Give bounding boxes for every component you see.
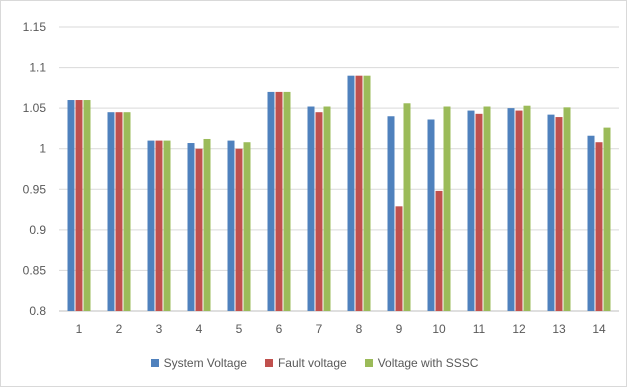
bar (75, 100, 83, 312)
legend-swatch-voltage-with-sssc (364, 359, 373, 367)
bar (275, 91, 283, 312)
legend-swatch-system-voltage (150, 359, 159, 367)
bar (443, 106, 451, 312)
bar (603, 127, 611, 311)
bar (83, 100, 91, 312)
bar (515, 110, 523, 311)
bar (387, 116, 395, 311)
y-tick-label: 0.85 (23, 263, 47, 277)
x-tick-label: 4 (196, 322, 203, 336)
x-tick-label: 12 (512, 322, 526, 336)
bar (347, 75, 355, 311)
x-tick-label: 6 (276, 322, 283, 336)
bar (523, 105, 531, 311)
bar (483, 106, 491, 312)
bar (323, 106, 331, 312)
bar (547, 114, 555, 312)
legend-item-fault-voltage: Fault voltage (264, 356, 347, 370)
bar (507, 108, 515, 312)
y-tick-label: 0.95 (23, 182, 47, 196)
bar (243, 142, 251, 311)
x-tick-label: 7 (316, 322, 323, 336)
legend-label-fault-voltage: Fault voltage (277, 356, 347, 370)
x-tick-label: 10 (432, 322, 446, 336)
y-tick-label: 0.8 (29, 304, 46, 318)
bar (363, 75, 371, 311)
bar (395, 206, 403, 311)
y-tick-label: 1.05 (23, 101, 47, 115)
y-tick-label: 1.15 (23, 20, 47, 34)
bar (107, 112, 115, 311)
x-tick-label: 3 (156, 322, 163, 336)
bar (187, 143, 195, 311)
y-tick-label: 1.1 (29, 61, 46, 75)
y-tick-label: 0.9 (29, 223, 46, 237)
bar (267, 91, 275, 312)
legend-label-voltage-with-sssc: Voltage with SSSC (377, 356, 479, 370)
bar (67, 100, 75, 312)
bar (307, 106, 315, 312)
x-tick-label: 11 (473, 322, 486, 336)
x-tick-label: 8 (356, 322, 363, 336)
bar (283, 91, 291, 312)
bar (147, 140, 155, 311)
bar (563, 107, 571, 312)
legend-label-system-voltage: System Voltage (163, 356, 247, 370)
bar (555, 117, 563, 311)
bar (435, 190, 443, 311)
x-tick-label: 1 (76, 322, 83, 336)
bar (403, 103, 411, 311)
bar (163, 140, 171, 311)
bar (195, 148, 203, 311)
bar (355, 75, 363, 311)
bar (155, 140, 163, 311)
bar (227, 140, 235, 311)
y-tick-label: 1 (39, 142, 46, 156)
bar (587, 135, 595, 311)
bar (123, 112, 131, 311)
x-tick-label: 2 (116, 322, 123, 336)
legend-item-system-voltage: System Voltage (150, 356, 247, 370)
legend-item-voltage-with-sssc: Voltage with SSSC (364, 356, 479, 370)
legend-swatch-fault-voltage (264, 359, 273, 367)
bar (315, 112, 323, 311)
bar (467, 110, 475, 311)
bar (427, 119, 435, 311)
bar (475, 113, 483, 311)
x-tick-label: 9 (396, 322, 403, 336)
bar (203, 138, 211, 311)
bar (115, 112, 123, 311)
bar (595, 142, 603, 311)
bar (235, 148, 243, 311)
x-tick-label: 5 (236, 322, 243, 336)
chart-legend: System Voltage Fault voltage Voltage wit… (1, 356, 627, 370)
x-tick-label: 13 (552, 322, 566, 336)
x-tick-label: 14 (592, 322, 606, 336)
